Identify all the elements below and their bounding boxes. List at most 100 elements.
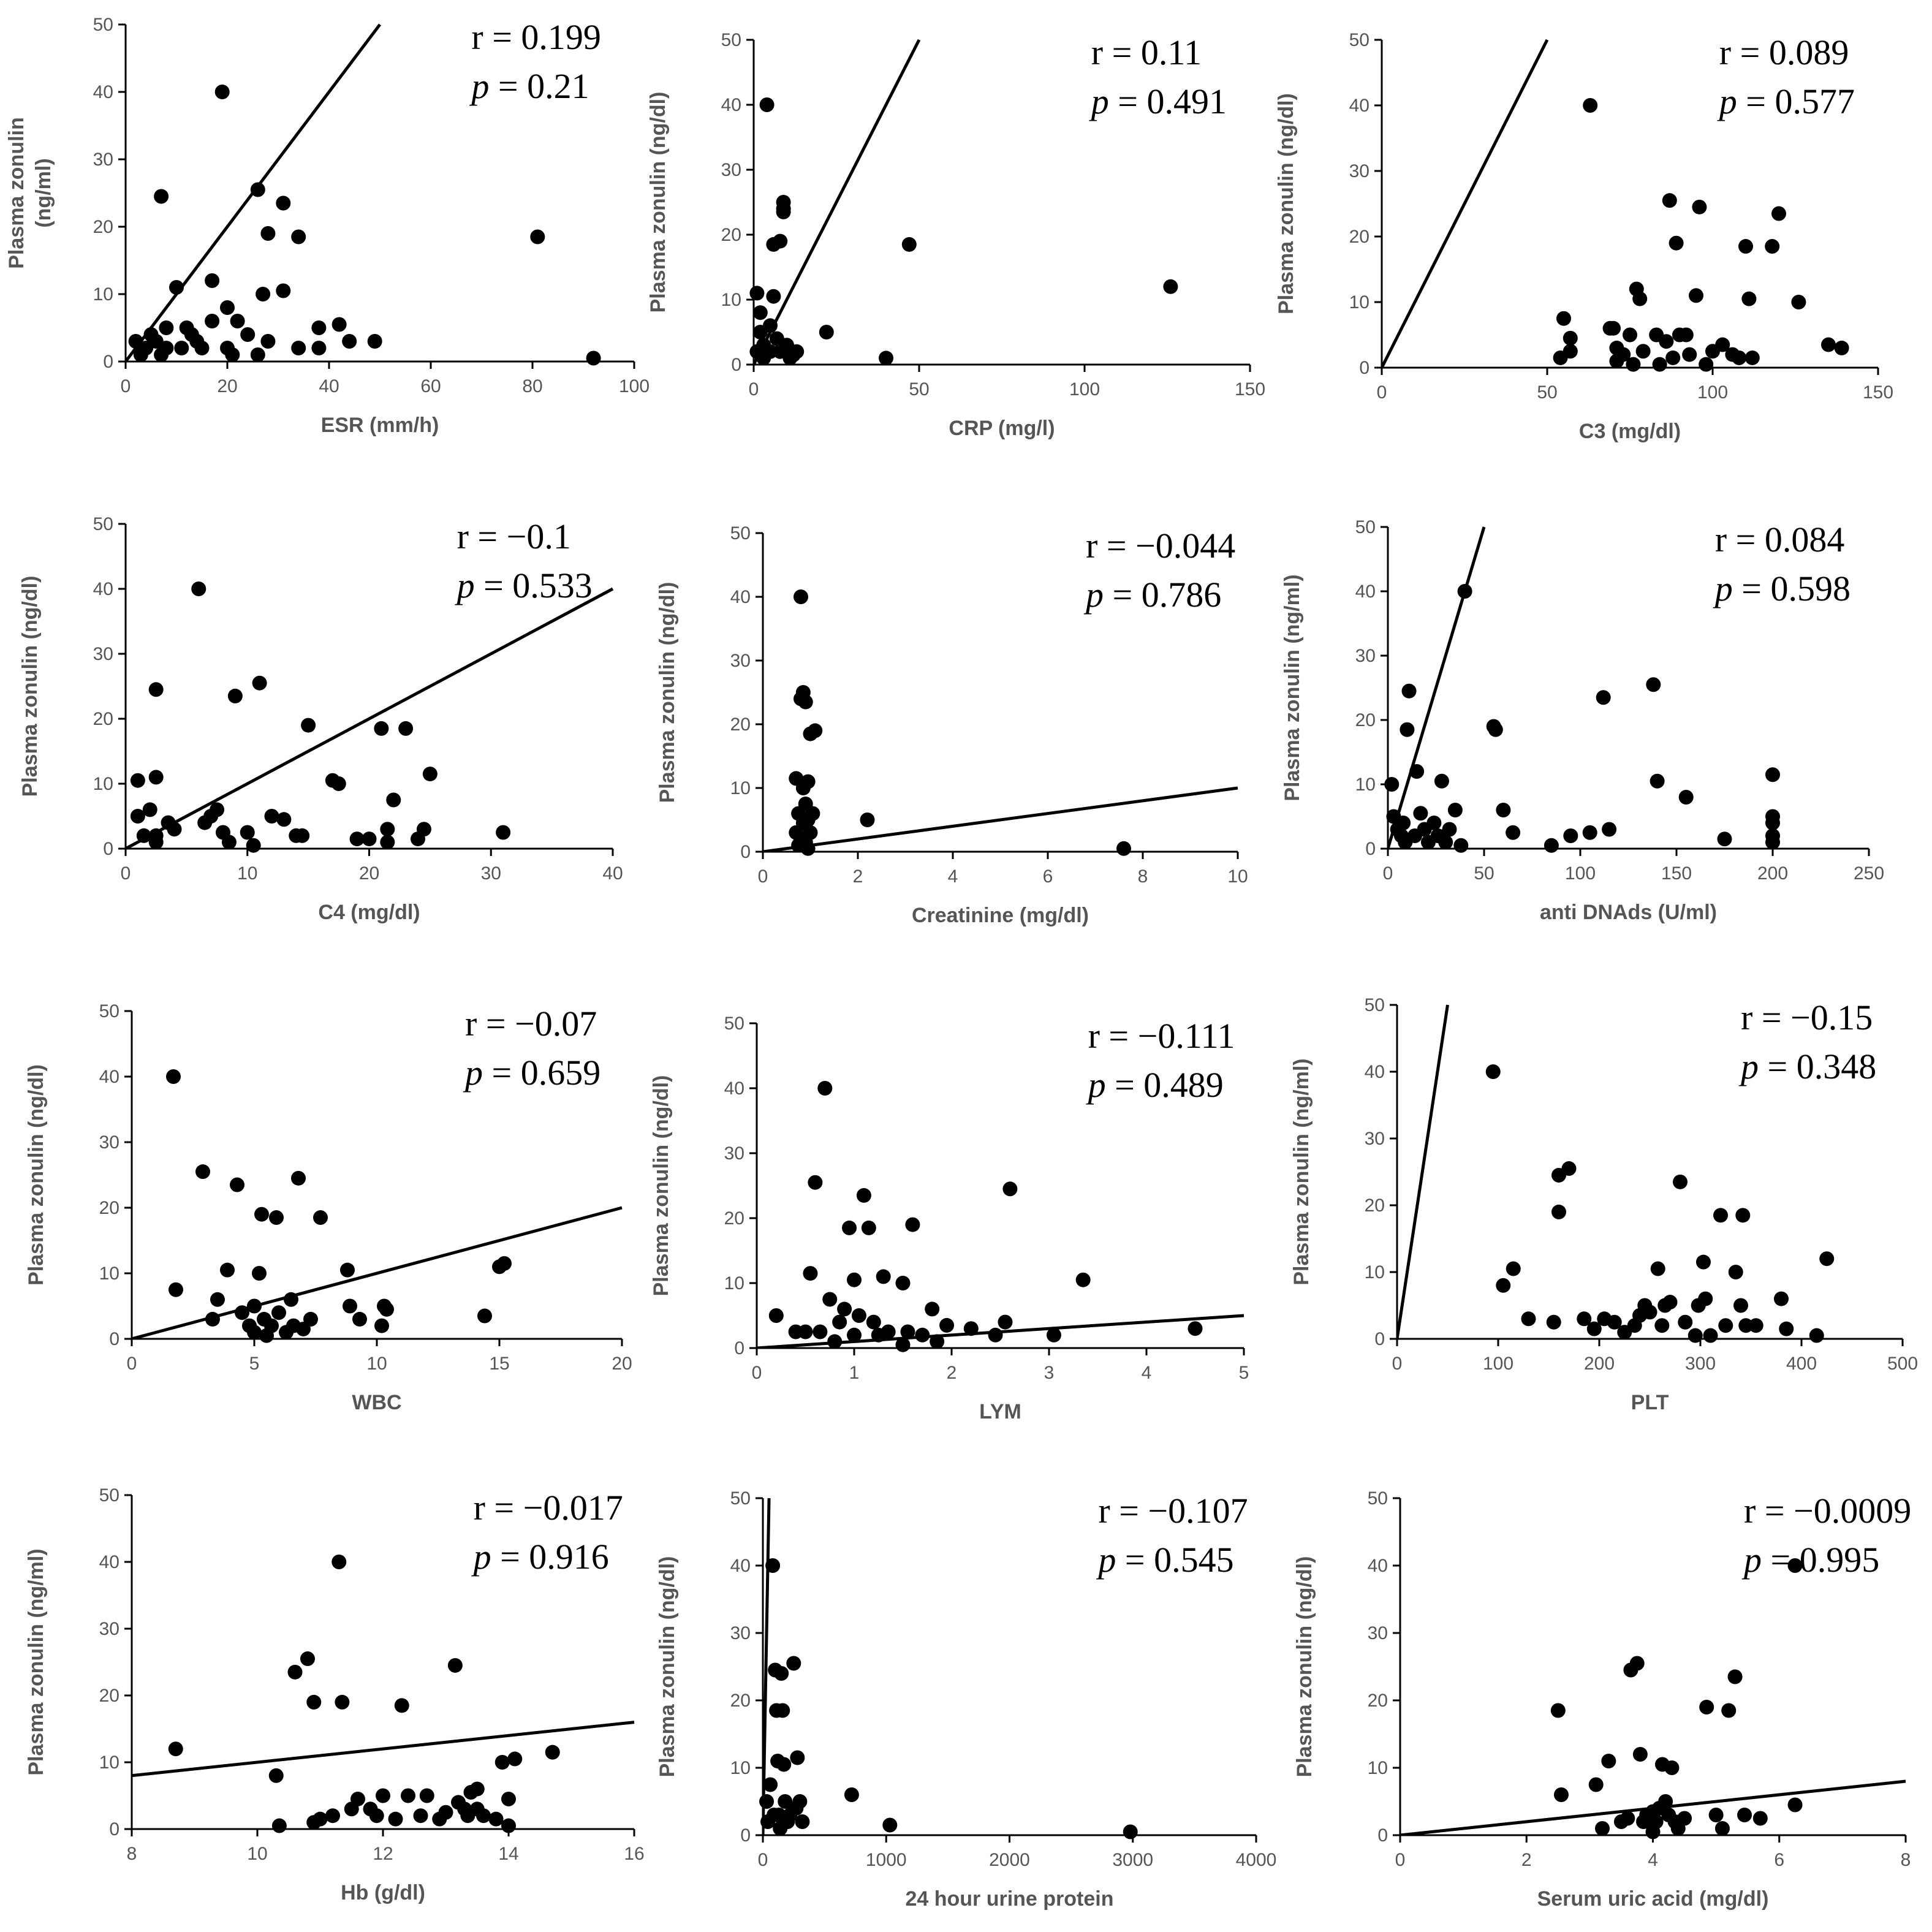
data-point [895, 1337, 911, 1352]
y-tick-label: 20 [1349, 227, 1369, 247]
x-axis-title: Hb (g/dl) [341, 1881, 425, 1904]
p-symbol: p [471, 1537, 491, 1577]
scatter-panel-12: 0 2 4 6 8 0 10 20 30 40 50 Serum uric acid (mg/dl) P… [1293, 1488, 1911, 1911]
data-point [1752, 1811, 1768, 1826]
data-point [1413, 806, 1428, 821]
y-tick-label: 10 [99, 1752, 119, 1773]
data-point [900, 1324, 915, 1339]
y-axis-title: Plasma zonulin (ng/dl) [1293, 1556, 1316, 1778]
data-point [374, 1318, 389, 1333]
data-point [1426, 816, 1442, 830]
x-tick-label: 10 [366, 1354, 387, 1374]
data-point [1188, 1321, 1203, 1336]
data-point [342, 334, 357, 349]
data-point [1550, 1703, 1566, 1718]
y-tick-label: 30 [1368, 1623, 1388, 1643]
data-point [167, 822, 182, 837]
y-tick-label: 20 [1365, 1195, 1385, 1216]
data-point [379, 1301, 394, 1317]
y-axis-title: Plasma zonulin (ng/ml) [1290, 1058, 1313, 1285]
data-point [1741, 291, 1757, 306]
data-point [778, 1794, 793, 1809]
y-axis-title: Plasma zonulin (ng/dl) [1275, 93, 1298, 314]
r-value-label: r = −0.07 [465, 1004, 597, 1044]
x-tick-label: 10 [1227, 866, 1248, 887]
data-point [776, 1757, 792, 1772]
p-value-label: p = 0.21 [469, 66, 589, 106]
y-tick-label: 30 [1355, 646, 1376, 666]
data-point [1606, 320, 1621, 336]
scatter-panel-2: 0 50 100 150 0 10 20 30 40 50 CRP (mg/l) Plasma zon… [646, 30, 1265, 440]
data-point [1563, 344, 1578, 359]
data-point [169, 280, 184, 295]
data-point [235, 1305, 249, 1320]
data-point [252, 1266, 267, 1281]
data-point [220, 1262, 235, 1278]
scatter-panel-5: 0 2 4 6 8 10 0 10 20 30 40 50 Creatinine (mg/dl) Plas… [656, 523, 1248, 927]
data-point [214, 85, 230, 99]
data-point [230, 1177, 244, 1192]
data-point [879, 350, 893, 366]
data-point [1642, 1305, 1657, 1320]
data-point [1689, 288, 1703, 303]
data-point [240, 825, 255, 840]
data-point [291, 341, 306, 355]
y-tick-label: 10 [721, 290, 741, 310]
data-point [1623, 327, 1637, 343]
data-point [350, 1791, 365, 1806]
data-point [795, 1814, 810, 1829]
y-tick-label: 0 [103, 839, 113, 859]
p-value-label: p = 0.577 [1717, 81, 1855, 121]
r-value-label: r = −0.044 [1086, 526, 1235, 566]
data-point [380, 835, 395, 850]
data-point [343, 1298, 357, 1314]
x-tick-label: 40 [319, 376, 339, 396]
data-point [325, 1808, 340, 1824]
x-tick-label: 60 [420, 376, 441, 396]
y-tick-label: 50 [724, 1013, 744, 1034]
y-tick-label: 40 [1365, 1062, 1385, 1082]
x-tick-label: 0 [758, 1850, 768, 1870]
data-point [1735, 1208, 1751, 1223]
data-point [1765, 767, 1780, 782]
data-point [861, 1220, 876, 1235]
x-tick-label: 6 [1774, 1850, 1784, 1870]
y-tick-label: 30 [721, 160, 741, 180]
x-tick-label: 15 [489, 1354, 509, 1374]
y-tick-label: 20 [99, 1198, 119, 1218]
data-point [1688, 1328, 1703, 1343]
y-tick-label: 50 [99, 1001, 119, 1021]
p-value-number: = 0.489 [1106, 1065, 1224, 1105]
x-axis-title: 24 hour urine protein [905, 1887, 1113, 1911]
data-point [1787, 1558, 1803, 1573]
data-point [195, 1164, 210, 1180]
data-point [497, 1256, 512, 1271]
x-tick-label: 0 [1395, 1850, 1406, 1870]
data-point [311, 341, 327, 355]
data-point [856, 1188, 871, 1203]
y-tick-label: 20 [99, 1686, 119, 1706]
data-point [1809, 1328, 1824, 1343]
y-tick-label: 0 [731, 355, 741, 375]
regression-line [126, 587, 614, 849]
data-point [1744, 350, 1760, 365]
data-point [1771, 206, 1786, 221]
data-point [1563, 330, 1578, 346]
x-axis-title: C4 (mg/dl) [318, 901, 420, 924]
y-tick-label: 0 [109, 1819, 119, 1839]
data-point [401, 1788, 415, 1803]
p-value-label: p = 0.598 [1713, 569, 1851, 608]
data-point [488, 1811, 504, 1827]
data-point [220, 300, 235, 315]
data-point [1396, 816, 1411, 830]
data-point [469, 1781, 485, 1797]
x-tick-label: 0 [1377, 382, 1387, 403]
data-point [1442, 822, 1457, 837]
p-symbol: p [455, 566, 475, 605]
data-point [476, 1808, 491, 1824]
data-point [1819, 1251, 1835, 1267]
data-point [789, 344, 805, 359]
y-tick-label: 40 [99, 1067, 119, 1087]
data-point [225, 347, 240, 362]
p-value-number: = 0.348 [1759, 1047, 1876, 1086]
